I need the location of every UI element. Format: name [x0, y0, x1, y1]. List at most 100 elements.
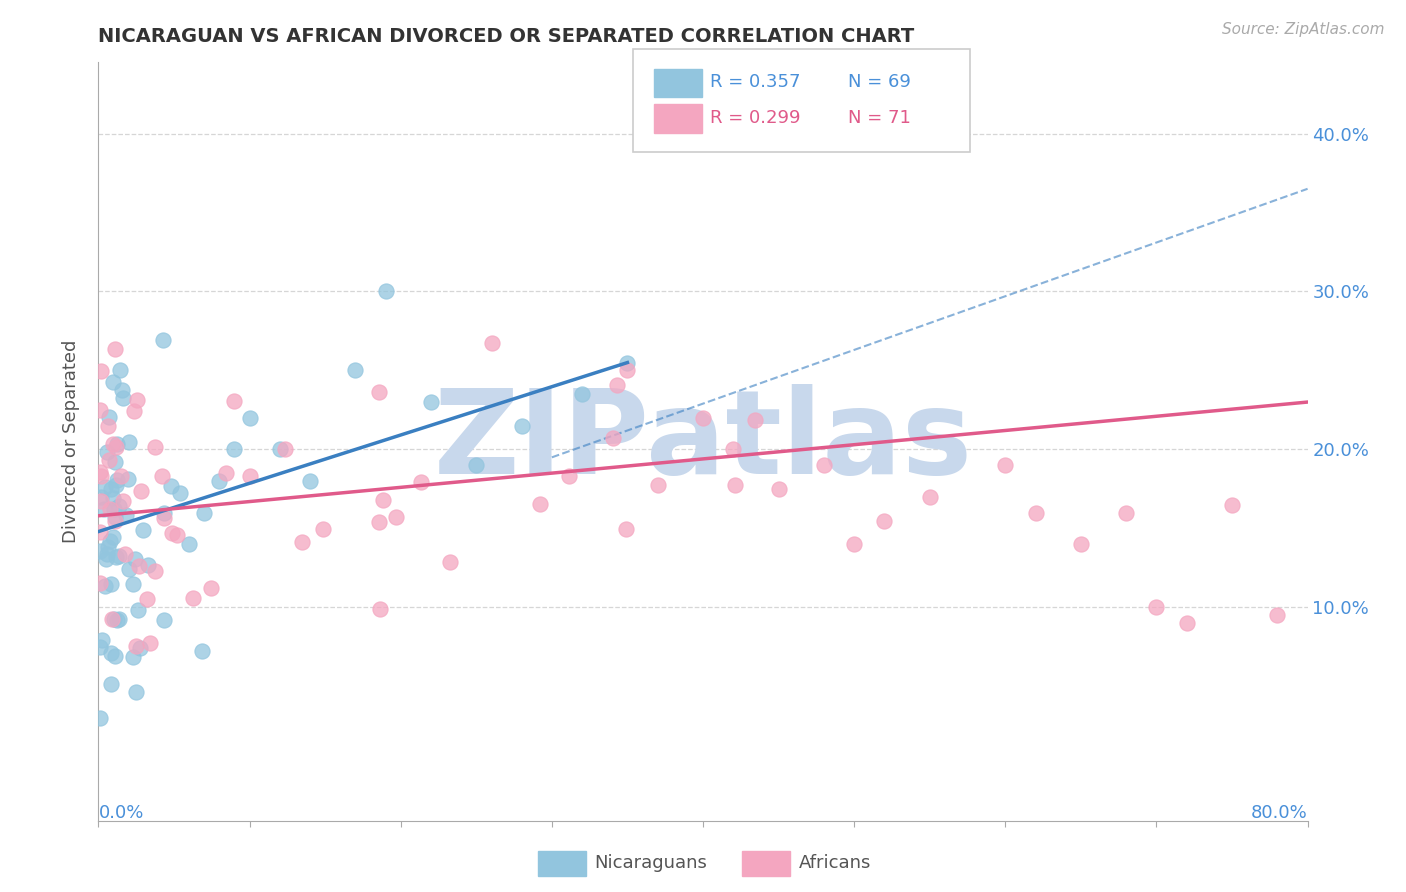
Point	[89, 711, 111, 725]
Point	[103, 501, 125, 516]
Point	[89, 466, 111, 480]
Point	[132, 523, 155, 537]
Point	[181, 591, 204, 605]
Point	[96, 547, 118, 561]
Point	[647, 478, 669, 492]
Point	[224, 442, 246, 457]
Point	[89, 524, 111, 539]
Point	[994, 458, 1017, 473]
Text: N = 71: N = 71	[848, 109, 911, 127]
Point	[122, 403, 145, 417]
Point	[224, 394, 246, 409]
Point	[104, 509, 127, 524]
Point	[571, 387, 593, 401]
Text: R = 0.299: R = 0.299	[710, 109, 800, 127]
Point	[193, 506, 215, 520]
Point	[602, 431, 624, 445]
Point	[692, 410, 714, 425]
Point	[103, 612, 125, 626]
Point	[90, 491, 112, 505]
Point	[112, 494, 135, 508]
Point	[105, 437, 128, 451]
Point	[614, 522, 637, 536]
Point	[93, 502, 115, 516]
Point	[101, 491, 124, 505]
Point	[179, 537, 201, 551]
Point	[125, 640, 148, 654]
Point	[723, 442, 745, 457]
Point	[813, 458, 835, 473]
Point	[98, 534, 121, 549]
Point	[97, 540, 120, 554]
Point	[169, 485, 191, 500]
Point	[1024, 506, 1046, 520]
Point	[89, 640, 111, 654]
Point	[100, 577, 122, 591]
Point	[150, 468, 173, 483]
Point	[125, 685, 148, 699]
Text: NICARAGUAN VS AFRICAN DIVORCED OR SEPARATED CORRELATION CHART: NICARAGUAN VS AFRICAN DIVORCED OR SEPARA…	[98, 27, 915, 45]
Point	[97, 418, 120, 433]
Point	[114, 547, 136, 561]
Point	[101, 437, 124, 451]
Point	[104, 550, 127, 565]
Point	[94, 551, 117, 566]
Point	[152, 333, 174, 347]
Point	[239, 469, 262, 483]
Point	[606, 378, 628, 392]
Point	[385, 509, 408, 524]
Point	[311, 522, 333, 536]
Point	[152, 506, 174, 520]
Point	[918, 490, 941, 504]
Text: N = 69: N = 69	[848, 73, 911, 91]
Point	[128, 558, 150, 573]
Point	[124, 552, 146, 566]
Point	[510, 418, 533, 433]
Point	[108, 612, 131, 626]
Point	[616, 363, 638, 377]
Text: 0.0%: 0.0%	[98, 805, 143, 822]
Point	[112, 391, 135, 405]
Point	[269, 442, 291, 457]
Point	[101, 612, 124, 626]
Point	[90, 494, 112, 508]
Point	[139, 636, 162, 650]
Point	[768, 482, 790, 496]
Point	[103, 342, 125, 356]
Point	[100, 482, 122, 496]
Point	[143, 565, 166, 579]
Point	[724, 478, 747, 492]
Point	[98, 502, 121, 516]
Point	[127, 602, 149, 616]
Text: Nicaraguans: Nicaraguans	[595, 855, 707, 872]
Text: Source: ZipAtlas.com: Source: ZipAtlas.com	[1222, 22, 1385, 37]
Point	[200, 581, 222, 595]
Point	[1220, 498, 1243, 512]
Point	[104, 455, 127, 469]
Point	[105, 478, 128, 492]
Point	[107, 499, 129, 513]
Point	[558, 469, 581, 483]
Text: 80.0%: 80.0%	[1251, 805, 1308, 822]
Point	[114, 508, 136, 522]
Point	[93, 579, 115, 593]
Point	[481, 336, 503, 351]
Point	[96, 444, 118, 458]
Point	[1144, 600, 1167, 615]
Point	[128, 640, 150, 655]
Point	[143, 440, 166, 454]
Point	[104, 648, 127, 663]
Point	[89, 402, 111, 417]
Point	[616, 355, 638, 369]
Point	[529, 497, 551, 511]
Point	[299, 474, 322, 488]
Point	[465, 458, 488, 473]
Point	[107, 549, 129, 563]
Point	[104, 514, 127, 528]
Point	[97, 410, 120, 425]
Point	[101, 530, 124, 544]
Point	[153, 511, 176, 525]
Point	[208, 474, 231, 488]
Point	[420, 395, 443, 409]
Point	[110, 469, 132, 483]
